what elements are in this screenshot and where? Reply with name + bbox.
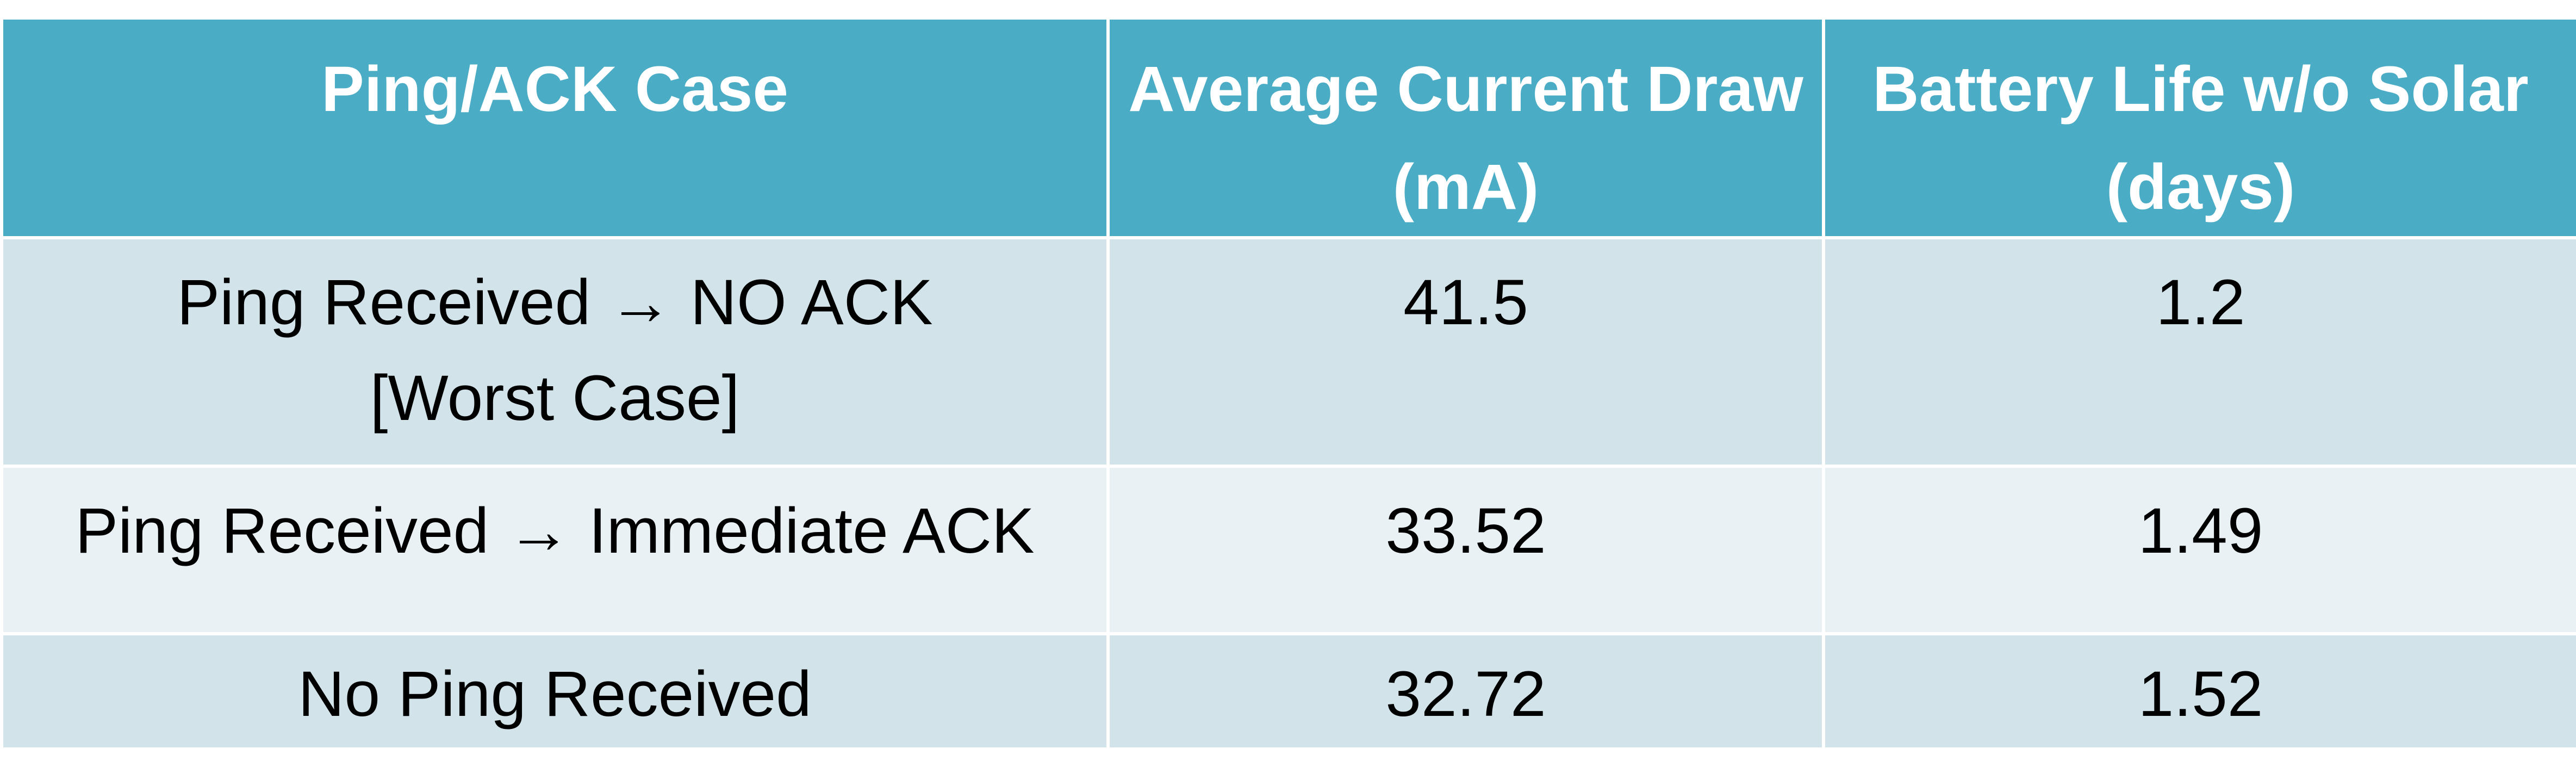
cell-case: No Ping Received <box>0 632 1110 751</box>
header-average-current-draw: Average Current Draw (mA) <box>1106 16 1825 239</box>
current-value: 41.5 <box>1403 267 1528 338</box>
cell-current: 32.72 <box>1106 632 1825 751</box>
battery-life-value: 1.52 <box>2138 658 2263 730</box>
case-text: Ping Received → NO ACK [Worst Case] <box>177 267 933 434</box>
header-battery-life: Battery Life w/o Solar (days) <box>1822 16 2576 239</box>
case-text: No Ping Received <box>298 658 812 730</box>
header-label: Ping/ACK Case <box>321 53 788 125</box>
header-label: Battery Life w/o Solar (days) <box>1872 53 2529 223</box>
table-header: Ping/ACK Case Average Current Draw (mA) … <box>0 16 2576 239</box>
header-label: Average Current Draw (mA) <box>1128 53 1803 223</box>
table-row: Ping Received → Immediate ACK 33.52 1.49 <box>0 465 2576 635</box>
cell-current: 41.5 <box>1106 236 1825 468</box>
case-text: Ping Received → Immediate ACK <box>75 495 1035 567</box>
header-ping-ack-case: Ping/ACK Case <box>0 16 1110 239</box>
cell-battery-life: 1.2 <box>1822 236 2576 468</box>
ping-ack-table: Ping/ACK Case Average Current Draw (mA) … <box>0 16 2576 751</box>
battery-life-value: 1.49 <box>2138 495 2263 567</box>
table-body: Ping Received → NO ACK [Worst Case] 41.5… <box>0 236 2576 751</box>
cell-current: 33.52 <box>1106 465 1825 635</box>
ping-ack-table-container: Ping/ACK Case Average Current Draw (mA) … <box>0 16 2576 751</box>
cell-case: Ping Received → NO ACK [Worst Case] <box>0 236 1110 468</box>
cell-case: Ping Received → Immediate ACK <box>0 465 1110 635</box>
current-value: 33.52 <box>1385 495 1546 567</box>
cell-battery-life: 1.52 <box>1822 632 2576 751</box>
table-row: Ping Received → NO ACK [Worst Case] 41.5… <box>0 236 2576 468</box>
cell-battery-life: 1.49 <box>1822 465 2576 635</box>
header-row: Ping/ACK Case Average Current Draw (mA) … <box>0 16 2576 239</box>
current-value: 32.72 <box>1385 658 1546 730</box>
table-row: No Ping Received 32.72 1.52 <box>0 632 2576 751</box>
battery-life-value: 1.2 <box>2156 267 2245 338</box>
